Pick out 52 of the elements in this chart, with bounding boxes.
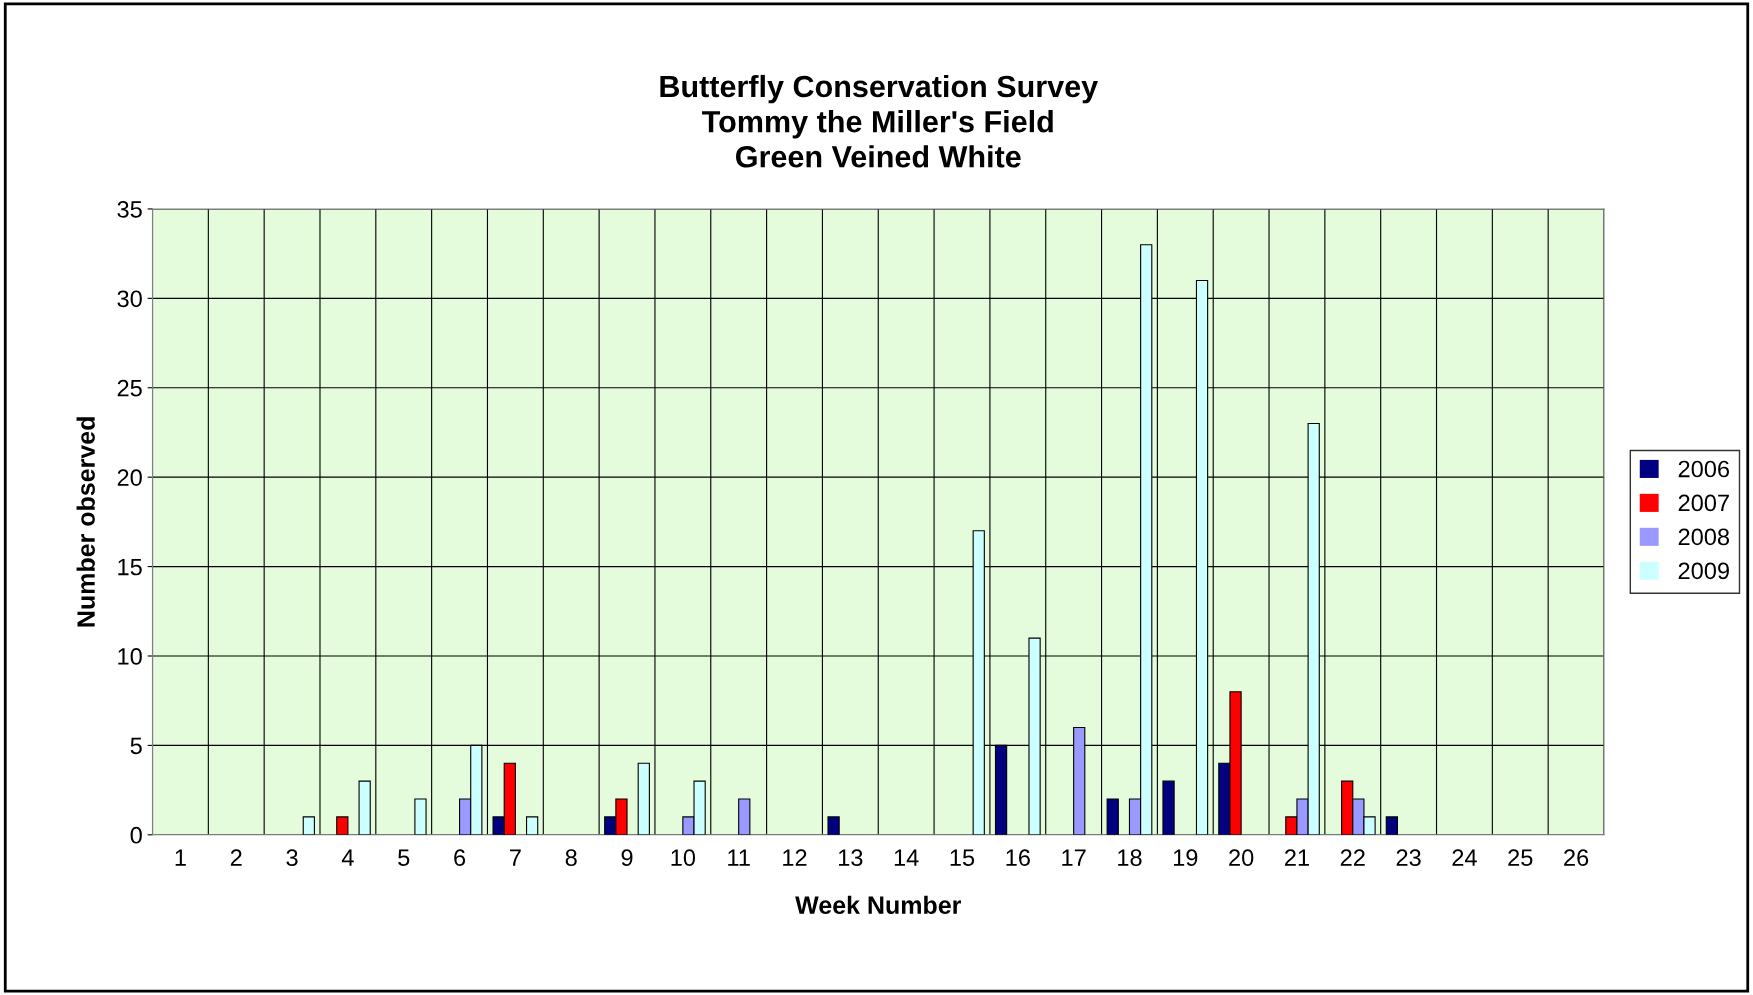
x-tick-label: 17 [1062,849,1086,866]
x-tick-label: 3 [286,849,298,867]
y-tick-label: 20 [117,469,142,486]
x-tick-label: 23 [1396,849,1421,867]
bar [1385,816,1398,835]
x-tick-label: 6 [454,849,466,867]
x-tick-label: 12 [783,849,807,866]
bar [336,816,349,835]
x-tick-label: 10 [671,849,696,867]
x-tick-label: 14 [894,849,919,866]
chart-title: Butterfly Conservation Survey Tommy the Miller's Field Green Veined White [660,74,1098,168]
bar [637,762,650,835]
legend-label: 2006 [1678,460,1730,478]
bar [358,780,371,835]
legend-label: 2007 [1678,494,1729,512]
x-tick-label: 11 [728,849,750,866]
x-tick-label: 20 [1229,849,1254,867]
x-tick-label: 16 [1006,849,1030,867]
x-axis-title: Week Number [795,895,962,915]
y-tick-label: 10 [118,648,142,665]
x-tick-label: 9 [621,849,633,867]
bar [525,816,539,835]
x-tick-label: 4 [341,849,354,866]
y-tick-label: 30 [117,290,142,308]
y-tick-label: 35 [117,201,142,218]
x-tick-label: 18 [1118,849,1142,867]
x-tick-label: 22 [1340,849,1365,866]
bar [302,816,315,835]
x-tick-label: 26 [1564,849,1589,867]
x-tick-label: 2 [230,849,242,866]
legend-label: 2008 [1678,528,1730,546]
y-tick-label: 0 [130,826,142,844]
x-tick-label: 8 [565,849,577,867]
x-tick-label: 13 [839,849,863,867]
x-tick-label: 15 [950,849,975,867]
x-tick-label: 7 [510,849,521,866]
bar [738,798,751,835]
y-tick-label: 15 [118,558,142,576]
x-tick-label: 5 [398,849,410,867]
bar [827,816,840,835]
bar [1106,798,1119,835]
x-tick-label: 25 [1508,849,1533,867]
legend-label: 2009 [1678,562,1729,580]
bar [1162,780,1175,835]
x-tick-label: 19 [1173,849,1198,867]
y-axis-title: Number observed [76,417,95,627]
y-tick-label: 5 [130,737,142,755]
bar [414,798,427,835]
y-tick-label: 25 [117,379,142,397]
x-tick-label: 1 [175,849,186,866]
x-tick-label: 21 [1285,849,1309,866]
x-tick-label: 24 [1452,849,1477,866]
